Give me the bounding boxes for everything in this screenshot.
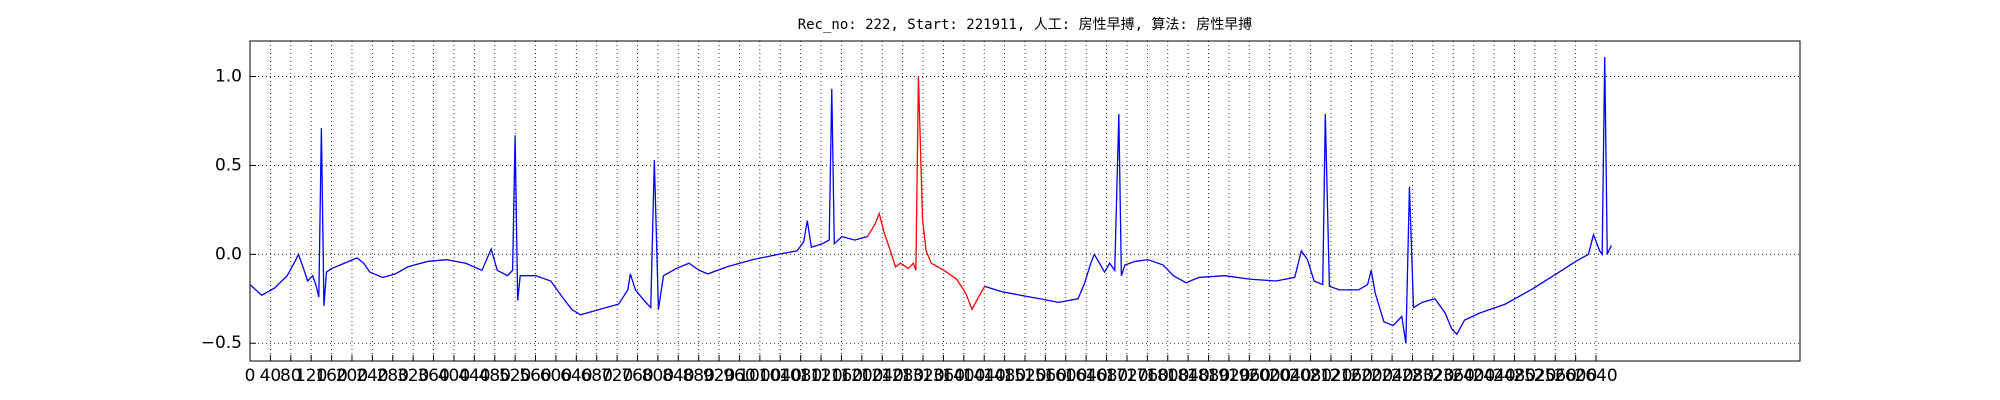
x-tick-label: 1240 bbox=[861, 366, 904, 386]
x-tick-label: 2440 bbox=[1472, 366, 1515, 386]
x-tick-label: 1720 bbox=[1105, 366, 1148, 386]
x-tick-label: 1120 bbox=[799, 366, 842, 386]
x-tick-label: 2640 bbox=[1574, 366, 1617, 386]
x-tick-label: 1520 bbox=[1003, 366, 1046, 386]
x-tick-label: 600 bbox=[540, 366, 572, 386]
x-tick-label: 1600 bbox=[1044, 366, 1087, 386]
x-tick-label: 1160 bbox=[820, 366, 863, 386]
y-tick-label: 0.0 bbox=[215, 244, 242, 264]
x-tick-label: 640 bbox=[560, 366, 592, 386]
x-tick-label: 2480 bbox=[1493, 366, 1536, 386]
x-tick-label: 2320 bbox=[1411, 366, 1454, 386]
x-tick-label: 2520 bbox=[1513, 366, 1556, 386]
x-tick-label: 280 bbox=[377, 366, 409, 386]
x-tick-label: 200 bbox=[336, 366, 368, 386]
x-tick-label: 80 bbox=[280, 366, 302, 386]
x-tick-label: 400 bbox=[438, 366, 470, 386]
x-tick-label: 1320 bbox=[901, 366, 944, 386]
x-tick-label: 560 bbox=[519, 366, 551, 386]
x-tick-label: 1400 bbox=[942, 366, 985, 386]
x-tick-label: 2040 bbox=[1268, 366, 1311, 386]
x-tick-label: 360 bbox=[417, 366, 449, 386]
x-tick-label: 40 bbox=[260, 366, 282, 386]
y-tick-label: 0.5 bbox=[215, 155, 242, 175]
x-tick-label: 1680 bbox=[1085, 366, 1128, 386]
x-tick-label: 240 bbox=[356, 366, 388, 386]
x-tick-label: 1360 bbox=[922, 366, 965, 386]
x-tick-label: 680 bbox=[580, 366, 612, 386]
x-tick-label: 2400 bbox=[1452, 366, 1495, 386]
x-tick-label: 1000 bbox=[738, 366, 781, 386]
x-tick-label: 2360 bbox=[1432, 366, 1475, 386]
x-tick-label: 1800 bbox=[1146, 366, 1189, 386]
x-tick-label: 720 bbox=[601, 366, 633, 386]
x-tick-label: 760 bbox=[621, 366, 653, 386]
x-tick-label: 120 bbox=[295, 366, 327, 386]
x-tick-label: 2120 bbox=[1309, 366, 1352, 386]
x-tick-label: 1960 bbox=[1228, 366, 1271, 386]
x-tick-label: 1880 bbox=[1187, 366, 1230, 386]
x-tick-label: 1080 bbox=[779, 366, 822, 386]
x-tick-label: 960 bbox=[723, 366, 755, 386]
x-tick-label: 2600 bbox=[1554, 366, 1597, 386]
x-tick-label: 480 bbox=[479, 366, 511, 386]
chart-title: Rec_no: 222, Start: 221911, 人工: 房性早搏, 算法… bbox=[798, 16, 1253, 33]
x-tick-label: 840 bbox=[662, 366, 694, 386]
x-tick-label: 1640 bbox=[1065, 366, 1108, 386]
x-tick-label: 1200 bbox=[840, 366, 883, 386]
x-tick-label: 520 bbox=[499, 366, 531, 386]
x-tick-label: 920 bbox=[703, 366, 735, 386]
x-tick-label: 0 bbox=[245, 366, 256, 386]
x-tick-label: 2200 bbox=[1350, 366, 1393, 386]
y-tick-label: 1.0 bbox=[215, 67, 242, 87]
x-tick-label: 1840 bbox=[1167, 366, 1210, 386]
x-tick-label: 1440 bbox=[963, 366, 1006, 386]
x-tick-label: 320 bbox=[397, 366, 429, 386]
x-tick-label: 2560 bbox=[1534, 366, 1577, 386]
x-tick-label: 800 bbox=[642, 366, 674, 386]
x-tick-label: 1280 bbox=[881, 366, 924, 386]
x-tick-label: 440 bbox=[458, 366, 490, 386]
ecg-line bbox=[866, 76, 986, 312]
x-tick-label: 2080 bbox=[1289, 366, 1332, 386]
x-tick-label: 2000 bbox=[1248, 366, 1291, 386]
x-tick-label: 160 bbox=[315, 366, 347, 386]
y-tick-label: −0.5 bbox=[201, 333, 242, 353]
x-tick-label: 880 bbox=[682, 366, 714, 386]
ecg-line bbox=[249, 56, 1612, 344]
x-tick-label: 1560 bbox=[1024, 366, 1067, 386]
x-tick-label: 1760 bbox=[1126, 366, 1169, 386]
x-tick-label: 1920 bbox=[1207, 366, 1250, 386]
x-tick-label: 1480 bbox=[983, 366, 1026, 386]
x-tick-label: 2160 bbox=[1330, 366, 1373, 386]
x-tick-label: 2280 bbox=[1391, 366, 1434, 386]
plot-frame bbox=[249, 40, 1801, 362]
x-tick-label: 2240 bbox=[1370, 366, 1413, 386]
x-tick-label: 1040 bbox=[759, 366, 802, 386]
